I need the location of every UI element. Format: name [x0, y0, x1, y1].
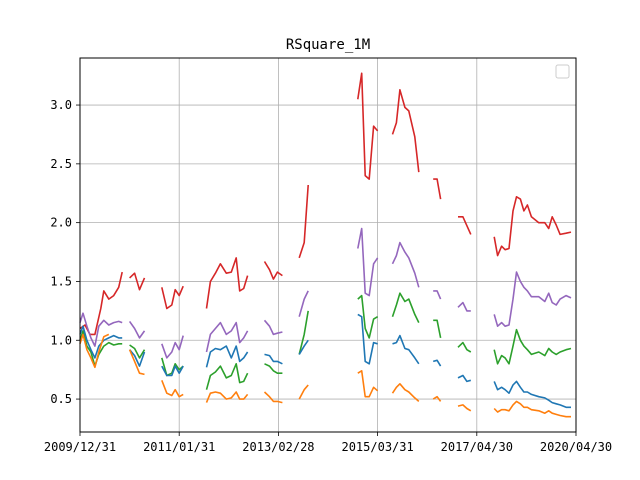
- series-segment: [432, 359, 442, 367]
- series-segment: [205, 257, 249, 309]
- series-segment: [391, 89, 420, 173]
- series-segment: [79, 333, 110, 369]
- series-segment: [433, 319, 442, 339]
- series-segment: [298, 290, 309, 317]
- y-tick-label: 1.5: [50, 274, 72, 288]
- y-tick-label: 2.5: [50, 157, 72, 171]
- series-segment: [357, 369, 379, 398]
- series-segment: [161, 380, 184, 398]
- series-segment: [493, 196, 572, 257]
- series-segment: [205, 391, 249, 403]
- series-segment: [129, 272, 146, 291]
- legend-box: [555, 64, 570, 79]
- series-segment: [161, 285, 184, 310]
- x-tick-label: 2013/02/28: [242, 440, 314, 454]
- series-segment: [298, 384, 309, 400]
- plot-frame: [79, 57, 577, 433]
- series-segment: [457, 404, 472, 412]
- series-segment: [357, 313, 378, 365]
- chart-title: RSquare_1M: [286, 37, 370, 53]
- y-tick-label: 2.0: [50, 216, 72, 230]
- series-line: [79, 313, 571, 409]
- series-segment: [457, 341, 472, 353]
- y-tick-label: 3.0: [50, 98, 72, 112]
- series-segment: [391, 241, 420, 288]
- series-segment: [264, 363, 283, 375]
- series-segment: [298, 310, 309, 355]
- series-segment: [298, 184, 309, 259]
- y-tick-label: 0.5: [50, 392, 72, 406]
- x-tick-label: 2011/01/31: [143, 440, 215, 454]
- series-segment: [263, 261, 283, 280]
- series-segment: [457, 301, 471, 312]
- series-segment: [357, 294, 379, 339]
- series-segment: [205, 321, 249, 353]
- series-segment: [458, 216, 472, 235]
- series-segment: [433, 178, 442, 200]
- series-segment: [391, 382, 420, 403]
- x-tick-label: 2015/03/31: [341, 440, 413, 454]
- x-tick-label: 2009/12/31: [44, 440, 116, 454]
- series-segment: [161, 365, 184, 377]
- series-segment: [79, 312, 123, 347]
- series-segment: [493, 271, 572, 328]
- series-group: [79, 72, 572, 418]
- series-segment: [493, 380, 571, 409]
- series-segment: [392, 334, 420, 365]
- series-segment: [457, 374, 472, 383]
- series-segment: [205, 345, 249, 368]
- series-segment: [263, 319, 283, 336]
- x-tick-label: 2020/04/30: [540, 440, 612, 454]
- axis-ticks: 2009/12/31 2011/01/31 2013/02/28 2015/03/31…: [44, 98, 612, 454]
- series-segment: [264, 353, 283, 365]
- x-tick-label: 2017/04/30: [441, 440, 513, 454]
- series-segment: [263, 391, 283, 404]
- series-segment: [493, 400, 571, 418]
- y-tick-label: 1.0: [50, 333, 72, 347]
- series-line: [79, 333, 571, 418]
- series-segment: [128, 349, 146, 367]
- series-segment: [128, 349, 145, 376]
- series-segment: [391, 292, 420, 323]
- series-segment: [205, 362, 249, 390]
- series-segment: [493, 328, 572, 365]
- series-segment: [161, 335, 184, 359]
- series-line: [79, 227, 572, 359]
- series-segment: [298, 339, 309, 355]
- series-segment: [432, 395, 442, 402]
- series-segment: [433, 290, 442, 300]
- series-segment: [128, 320, 146, 339]
- series-segment: [79, 325, 123, 359]
- series-line: [79, 72, 572, 336]
- series-segment: [129, 344, 146, 359]
- series-segment: [357, 72, 379, 180]
- series-segment: [357, 227, 379, 297]
